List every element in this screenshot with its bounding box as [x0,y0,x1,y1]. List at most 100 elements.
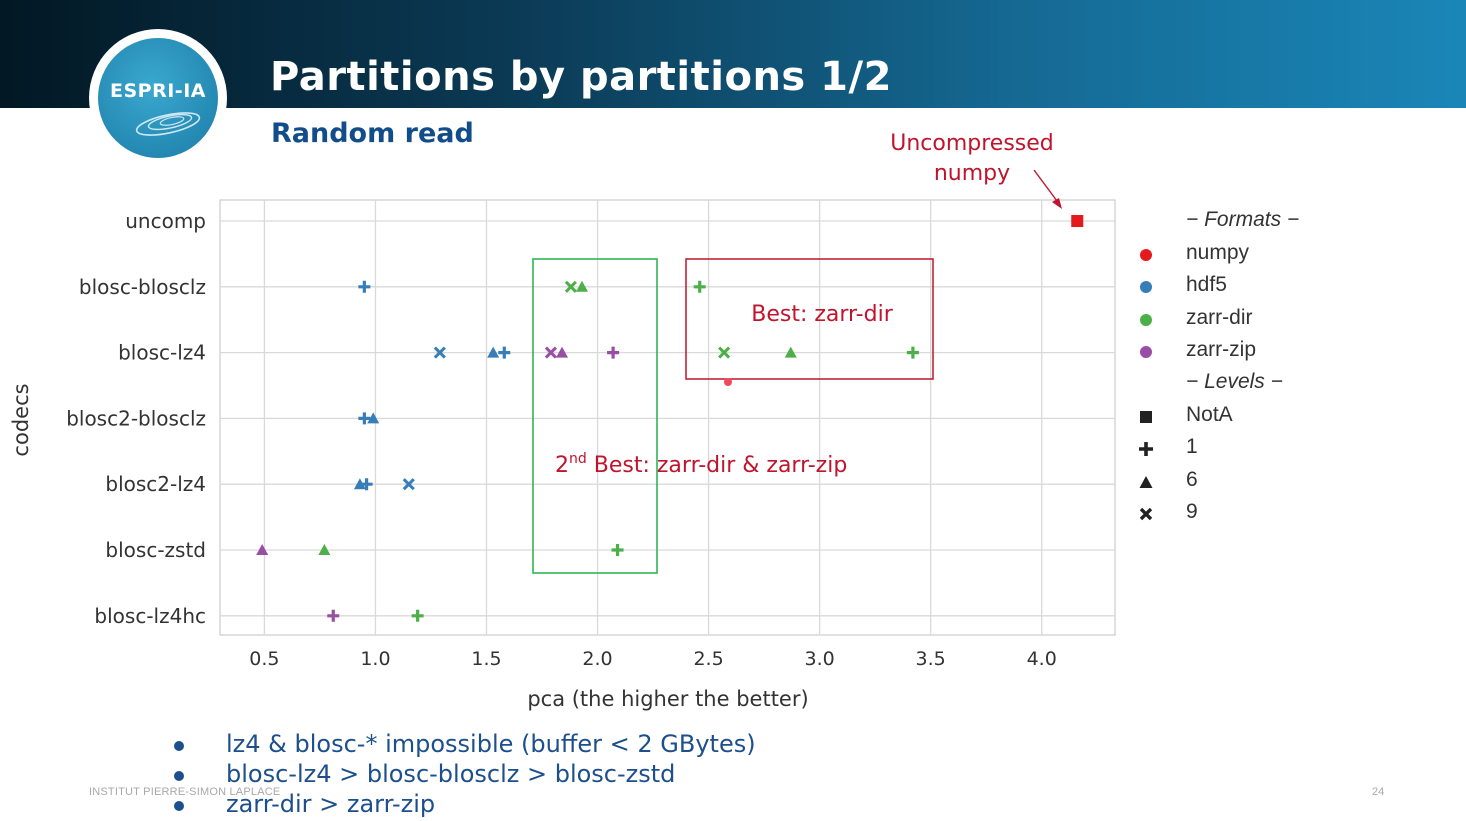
bullet-dot-icon [174,741,184,751]
logo-text: ESPRI-IA [110,80,206,102]
bullet-dot-icon [174,801,184,811]
legend-formats-header-label: − Formats − [1186,208,1300,231]
x-tick-label: 3.5 [916,648,946,670]
bullet-text: zarr-dir > zarr-zip [226,790,436,818]
footer-institution: INSTITUT PIERRE-SIMON LAPLACE [89,786,281,798]
best-annotation: Best: zarr-dir [751,302,893,327]
second-best-box [532,258,658,574]
uncompressed-arrow [1033,169,1061,206]
uncompressed-annotation-line1: Uncompressed [890,131,1054,156]
legend-circle-icon [1140,314,1152,326]
legend-levels-header: − Levels − [1130,368,1360,398]
data-point-zarr-zip-6 [556,346,569,358]
data-points [256,215,1084,622]
data-point-zarr-dir-6 [318,544,331,555]
data-point-zarr-dir-1 [693,280,706,293]
uncompressed-annotation-line2: numpy [934,161,1010,186]
x-tick-label: 1.0 [360,648,390,670]
data-point-hdf5-1 [358,280,371,293]
legend-square-icon [1140,411,1152,423]
second-best-number: 2 [555,453,569,478]
data-point-hdf5-1 [358,412,371,425]
legend-item-numpy: numpy [1130,239,1360,269]
x-tick-labels: 0.5 1.0 1.5 2.0 2.5 3.0 3.5 4.0 [249,648,1057,670]
legend-item-label: hdf5 [1186,273,1227,296]
x-tick-label: 3.0 [805,648,835,670]
best-box-marker-dot [724,378,732,386]
legend-item-zarr-zip: zarr-zip [1130,336,1360,366]
data-point-zarr-zip-9 [544,346,557,359]
page-number: 24 [1372,786,1385,798]
data-point-zarr-dir-9 [564,280,577,293]
data-point-numpy-NotA [1071,215,1084,227]
header-band [0,0,1466,108]
swirl-icon [135,112,201,136]
legend-item-label: 6 [1186,468,1198,491]
data-point-hdf5-9 [402,478,415,491]
x-tick-label: 4.0 [1027,648,1057,670]
data-point-hdf5-1 [360,478,373,491]
x-tick-label: 1.5 [471,648,501,670]
legend-item-label: zarr-dir [1186,306,1253,329]
y-tick-label: blosc-zstd [105,538,206,562]
data-point-zarr-dir-1 [611,544,624,556]
second-best-superscript: nd [569,451,587,467]
legend-item-label: numpy [1186,241,1250,264]
legend-item-label: zarr-zip [1186,338,1257,361]
data-point-hdf5-1 [498,346,511,359]
second-best-text: Best: zarr-dir & zarr-zip [587,453,848,478]
data-point-zarr-dir-6 [575,280,588,292]
legend-item-level-6: 6 [1130,466,1360,496]
grid-lines [220,200,1115,635]
x-tick-label: 2.0 [582,648,612,670]
data-point-hdf5-6 [367,412,380,424]
data-point-zarr-zip-6 [256,544,269,555]
data-point-zarr-dir-6 [784,346,797,358]
legend-item-level-9: 9 [1130,498,1360,528]
data-point-zarr-zip-1 [607,346,620,359]
y-tick-label: blosc2-lz4 [105,472,206,496]
legend-triangle-icon [1139,476,1153,488]
plot-area [219,199,1116,636]
y-tick-label: blosc-lz4hc [94,604,206,628]
legend-plus-icon [1139,442,1153,456]
data-point-hdf5-6 [487,346,500,358]
best-box [685,258,934,380]
bullet-dot-icon [174,771,184,781]
uncompressed-arrow-head [1052,198,1062,209]
data-point-zarr-dir-9 [718,346,731,359]
data-point-hdf5-9 [433,346,446,359]
y-axis-label: codecs [9,383,33,456]
y-tick-label: blosc-lz4 [118,341,206,365]
legend-item-nota: NotA [1130,401,1360,431]
y-tick-label: blosc2-blosclz [66,406,206,430]
legend-item-label: NotA [1186,403,1233,426]
legend-item-label: 9 [1186,500,1198,523]
legend-circle-icon [1140,249,1152,261]
data-point-zarr-zip-1 [327,609,340,622]
data-point-zarr-dir-1 [411,609,424,622]
x-tick-label: 0.5 [249,648,279,670]
legend-item-label: 1 [1186,435,1198,458]
legend-item-level-1: 1 [1130,433,1360,463]
x-axis-label: pca (the higher the better) [527,687,808,711]
slide-title: Partitions by partitions 1/2 [270,54,892,100]
y-tick-label: uncomp [125,209,206,233]
second-best-annotation: 2nd Best: zarr-dir & zarr-zip [555,451,847,478]
bullet-text: blosc-lz4 > blosc-blosclz > blosc-zstd [226,760,676,788]
espri-ia-logo: ESPRI-IA [98,38,218,158]
bullet-text: lz4 & blosc-* impossible (buffer < 2 GBy… [226,730,756,758]
legend-formats-header: − Formats − [1130,206,1360,236]
slide-subtitle: Random read [271,118,474,149]
x-tick-label: 2.5 [693,648,723,670]
legend-item-zarr-dir: zarr-dir [1130,304,1360,334]
data-point-zarr-dir-1 [906,346,919,359]
y-tick-label: blosc-blosclz [79,275,206,299]
legend-x-icon [1139,507,1153,521]
legend-circle-icon [1140,346,1152,358]
legend-levels-header-label: − Levels − [1186,370,1283,393]
y-tick-labels: uncomp blosc-blosclz blosc-lz4 blosc2-blosc… [66,209,206,628]
legend-item-hdf5: hdf5 [1130,271,1360,301]
data-point-hdf5-6 [353,478,366,490]
